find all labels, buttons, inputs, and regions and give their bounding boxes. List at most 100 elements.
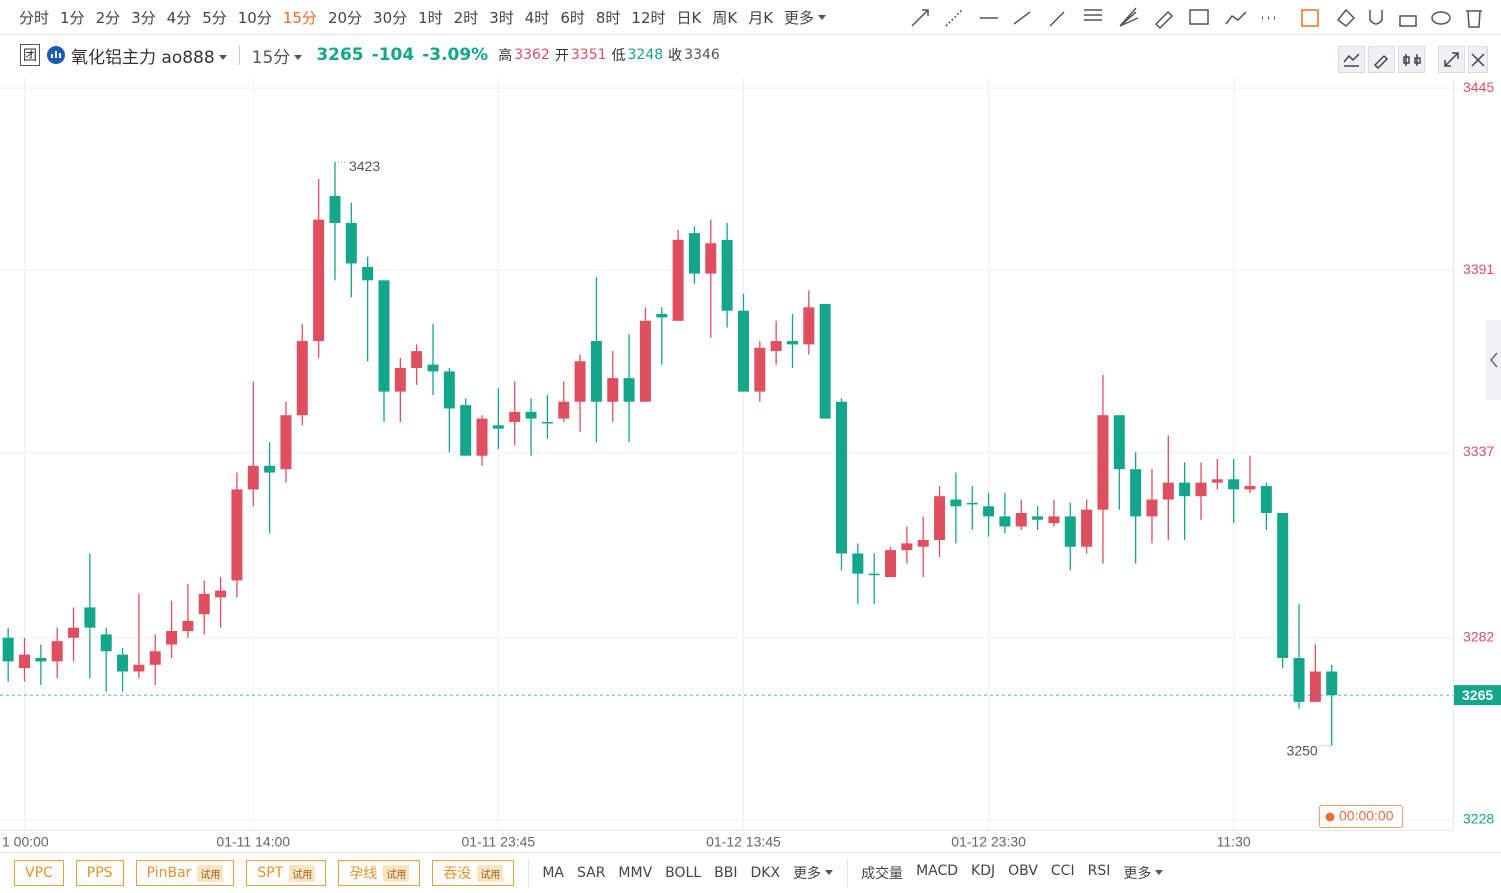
- side-tab[interactable]: [1486, 320, 1501, 400]
- sub-indicator-more[interactable]: 更多: [1123, 863, 1163, 883]
- candle-body: [1326, 671, 1338, 696]
- period-option[interactable]: 2分: [95, 8, 121, 27]
- pattern-name: PinBar: [146, 865, 192, 881]
- candle-body: [296, 341, 308, 416]
- pattern-button[interactable]: 吞没 试用: [432, 860, 515, 886]
- pattern-tag: 试用: [197, 864, 224, 882]
- indicator[interactable]: SAR: [576, 865, 606, 881]
- period-option[interactable]: 周K: [712, 8, 738, 27]
- x-tick-label: 01-11 23:45: [462, 834, 536, 850]
- sub-indicator[interactable]: OBV: [1008, 863, 1038, 879]
- period-option[interactable]: 日K: [676, 8, 702, 27]
- candle-body: [770, 341, 782, 352]
- candle-body: [901, 543, 913, 551]
- candle-body: [1179, 482, 1191, 497]
- x-tick-label: 11:30: [1217, 834, 1251, 850]
- sub-indicator[interactable]: RSI: [1087, 863, 1111, 879]
- period-option[interactable]: 5分: [202, 8, 227, 27]
- header: 团 氧化铝主力 ao888 15分 3265 -104 -3.09% 高 336…: [0, 38, 1501, 73]
- indicator[interactable]: MA: [542, 865, 564, 881]
- indicator-more[interactable]: 更多: [793, 863, 833, 883]
- candle-body: [362, 266, 374, 281]
- pattern-button[interactable]: 孕线 试用: [338, 860, 421, 886]
- period-option[interactable]: 4分: [166, 8, 192, 27]
- tool-image[interactable]: [1189, 9, 1209, 25]
- period-option[interactable]: 30分: [373, 8, 408, 27]
- change: -104: [371, 45, 415, 65]
- period-option[interactable]: 8时: [595, 8, 621, 27]
- period-option[interactable]: 1时: [418, 8, 443, 27]
- more-button[interactable]: 更多: [784, 7, 826, 28]
- candle-body: [215, 590, 227, 598]
- period-option[interactable]: 分时: [19, 8, 50, 27]
- pattern-button[interactable]: PPS: [75, 860, 124, 886]
- sub-indicator[interactable]: MACD: [916, 863, 959, 879]
- period-option[interactable]: 3分: [131, 8, 156, 27]
- candle-body: [280, 415, 292, 470]
- candle-body: [1146, 499, 1158, 517]
- low: 3248: [627, 47, 664, 63]
- candle-body: [1032, 516, 1044, 520]
- period-option[interactable]: 4时: [524, 8, 550, 27]
- period-option[interactable]: 2时: [453, 8, 479, 27]
- tool-fib[interactable]: [1084, 9, 1102, 21]
- tool-eraser[interactable]: [1336, 8, 1356, 27]
- indicator[interactable]: MMV: [618, 865, 653, 881]
- candle-body: [688, 233, 700, 274]
- low-label: 低: [611, 48, 626, 64]
- tool-pen[interactable]: [1049, 11, 1065, 27]
- pattern-button[interactable]: SPT 试用: [246, 860, 327, 886]
- candle-body: [1048, 516, 1060, 524]
- candle-body: [852, 553, 864, 574]
- axis-border: [0, 830, 1453, 831]
- tool-edit[interactable]: [1154, 10, 1174, 30]
- sub-indicator[interactable]: KDJ: [971, 863, 996, 879]
- divider: [528, 859, 530, 887]
- period-option[interactable]: 15分: [282, 8, 317, 27]
- candle-body: [149, 651, 161, 665]
- candle-body: [1228, 479, 1240, 490]
- tool-arrow[interactable]: [911, 9, 929, 27]
- sub-indicator[interactable]: CCI: [1050, 863, 1075, 879]
- period-option[interactable]: 1分: [60, 8, 85, 27]
- tool-note[interactable]: [1301, 9, 1319, 27]
- indicator[interactable]: BBI: [714, 865, 738, 881]
- tool-trend[interactable]: [1225, 11, 1247, 25]
- period[interactable]: 15分: [252, 43, 303, 68]
- period-list: 分时 1分 2分 3分 4分 5分 10分 15分 20分 30分 1时 2时 3时 4时 6时 8时 12时日…: [8, 7, 773, 28]
- indicator[interactable]: BOLL: [665, 865, 702, 881]
- pattern-name: 吞没: [443, 866, 472, 882]
- candle-body: [672, 239, 684, 321]
- btn-candle[interactable]: [1398, 46, 1425, 73]
- sub-indicator[interactable]: 成交量: [861, 866, 904, 882]
- x-tick-label: 01-12 23:30: [951, 834, 1026, 850]
- y-tick-label: 3337: [1463, 443, 1494, 459]
- symbol[interactable]: 氧化铝主力 ao888: [71, 43, 227, 68]
- period-option[interactable]: 6时: [560, 8, 585, 27]
- tool-lock[interactable]: [1399, 15, 1417, 27]
- period-option[interactable]: 月K: [748, 8, 774, 27]
- candle-body: [803, 307, 815, 345]
- tool-eye[interactable]: [1431, 11, 1451, 25]
- tool-fan[interactable]: [1119, 7, 1139, 27]
- tool-segment[interactable]: [1013, 11, 1031, 25]
- candle-body: [68, 627, 80, 638]
- period-option[interactable]: 10分: [237, 8, 272, 27]
- tool-delete[interactable]: [1466, 10, 1482, 28]
- candle-body: [460, 405, 472, 456]
- period-option[interactable]: 20分: [327, 8, 363, 27]
- candle-body: [1113, 415, 1125, 470]
- tool-ray[interactable]: [945, 9, 963, 27]
- candle-body: [868, 573, 880, 576]
- pattern-button[interactable]: PinBar 试用: [135, 860, 235, 886]
- pattern-button[interactable]: VPC: [14, 860, 64, 886]
- candle-body: [394, 368, 406, 392]
- candle-body: [378, 280, 390, 392]
- candle-body: [182, 620, 194, 632]
- indicator[interactable]: DKX: [750, 865, 781, 881]
- period-option[interactable]: 12时: [631, 8, 666, 27]
- period-option[interactable]: 3时: [489, 8, 514, 27]
- tool-magnet[interactable]: [1369, 10, 1383, 25]
